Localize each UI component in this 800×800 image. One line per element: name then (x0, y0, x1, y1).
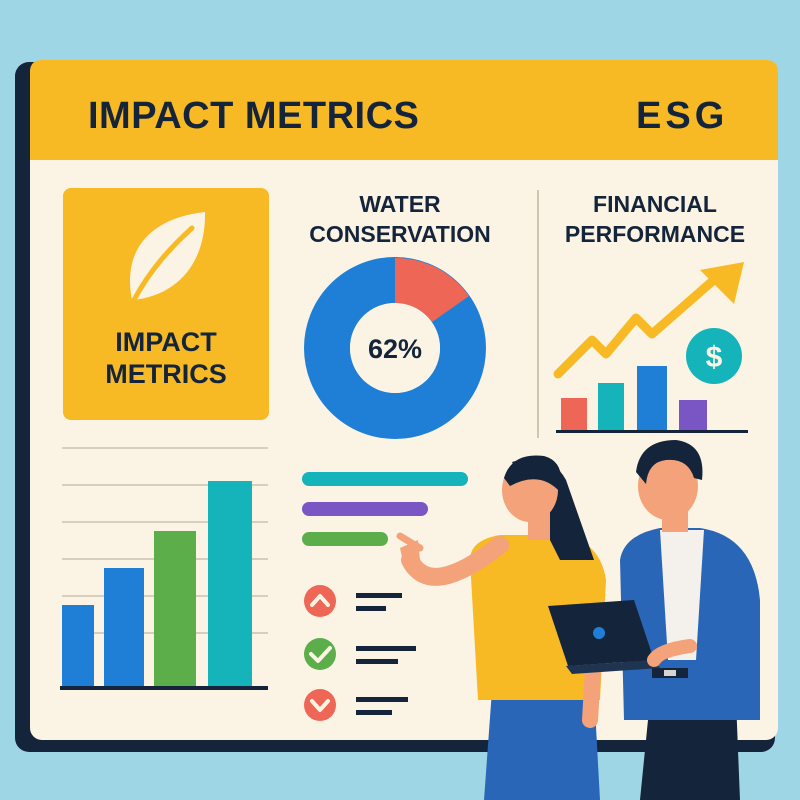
header-band (30, 60, 778, 160)
section-divider (537, 190, 539, 438)
fin-bar-blue (637, 366, 667, 430)
page-title: IMPACT METRICS (88, 95, 420, 137)
donut-red-segment (395, 257, 469, 322)
water-title-line2: CONSERVATION (309, 221, 491, 247)
man-figure (548, 440, 760, 800)
checklist-line (356, 646, 416, 651)
checklist (304, 585, 416, 721)
checklist-line (356, 697, 408, 702)
checklist-line (356, 659, 398, 664)
bar-1 (62, 605, 94, 688)
financial-chart: $ (553, 262, 748, 433)
trend-arrowhead (700, 262, 744, 304)
fin-bar-purple (679, 400, 707, 430)
bar-3 (154, 531, 196, 688)
svg-text:$: $ (706, 341, 723, 374)
chevron-down-icon (304, 689, 336, 721)
financial-title-line2: PERFORMANCE (564, 221, 746, 247)
leaf-icon (130, 212, 206, 303)
fin-bar-teal (598, 383, 624, 430)
list-line-green (302, 532, 388, 546)
laptop-icon (548, 600, 660, 674)
checklist-line (356, 606, 386, 611)
esg-badge: ESG (636, 95, 729, 137)
water-title-line1: WATER (359, 191, 441, 217)
tile-label-line2: METRICS (105, 359, 227, 389)
water-donut-chart (304, 257, 486, 439)
fin-baseline (556, 430, 748, 433)
tile-label-line1: IMPACT (115, 327, 217, 357)
water-section-title: WATER CONSERVATION (292, 189, 508, 249)
bar-2 (104, 568, 144, 688)
check-icon (304, 638, 336, 670)
impact-tile (63, 188, 269, 420)
list-line-purple (302, 502, 428, 516)
checklist-line (356, 593, 402, 598)
bar-4 (208, 481, 252, 688)
financial-title-line1: FINANCIAL (593, 191, 717, 217)
financial-section-title: FINANCIAL PERFORMANCE (550, 189, 760, 249)
donut-percent-label: 62% (367, 334, 423, 364)
bar-chart (60, 447, 268, 690)
list-line-teal (302, 472, 468, 486)
checklist-line (356, 710, 392, 715)
chevron-up-icon (304, 585, 336, 617)
fin-bar-red (561, 398, 587, 430)
trend-line (553, 273, 721, 379)
donut-hole (350, 303, 440, 393)
tile-label: IMPACT METRICS (63, 326, 269, 390)
bar-baseline (60, 686, 268, 690)
dollar-icon: $ (686, 328, 742, 384)
